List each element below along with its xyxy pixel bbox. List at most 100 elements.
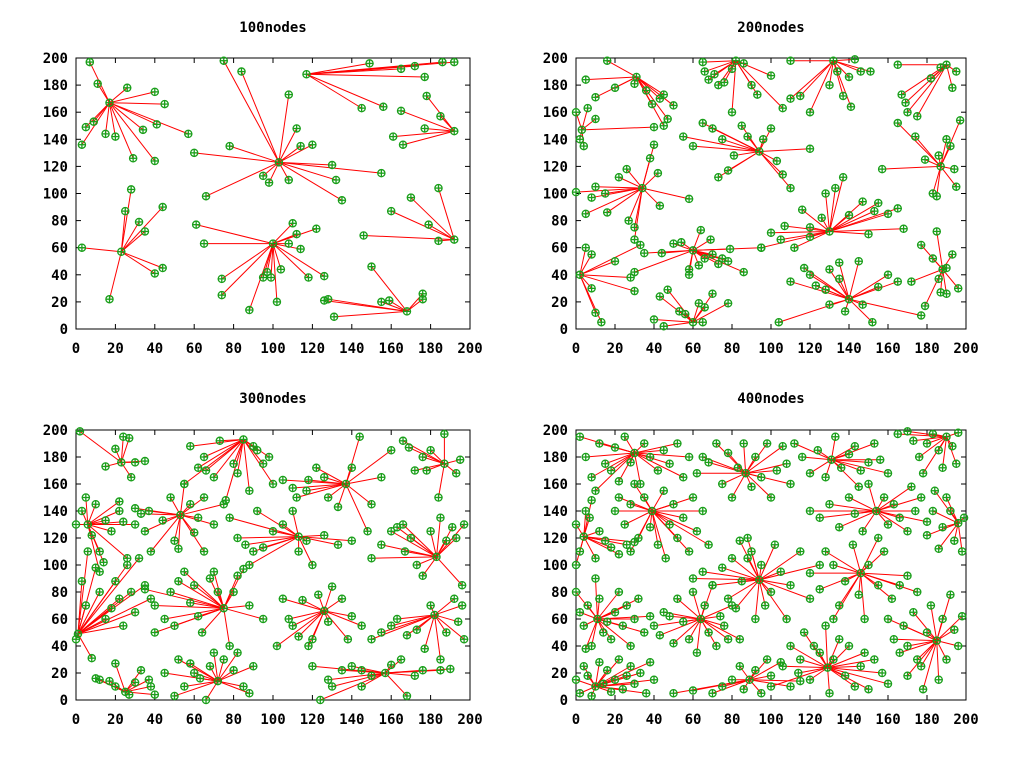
link-edge (444, 463, 457, 474)
link-edge (201, 607, 225, 633)
link-edge (430, 605, 436, 616)
link-edge (712, 679, 750, 694)
link-edge (581, 118, 596, 131)
link-edge (144, 588, 224, 609)
link-edge (739, 665, 750, 681)
link-edge (179, 483, 185, 516)
link-edge (634, 452, 641, 485)
link-edge (932, 258, 943, 270)
link-edge (916, 64, 947, 117)
link-edge (317, 594, 325, 612)
link-edge (739, 540, 760, 581)
link-edge (292, 510, 300, 537)
link-edge (323, 610, 349, 640)
link-edge (575, 524, 585, 537)
link-edge (579, 686, 596, 694)
link-edge (722, 567, 760, 581)
link-edge (790, 60, 834, 100)
link-edge (278, 94, 290, 163)
link-edge (381, 301, 408, 312)
link-edge (272, 243, 278, 302)
link-edge (121, 251, 163, 269)
link-edge (751, 551, 760, 580)
link-edge (663, 321, 694, 327)
link-edge (667, 289, 694, 323)
link-edge (436, 556, 463, 586)
chart-title: 100nodes (239, 20, 306, 36)
link-edge (581, 126, 655, 131)
link-edge (298, 536, 313, 566)
x-tick-label: 200 (953, 341, 978, 357)
link-edge (296, 483, 347, 498)
x-tick-label: 80 (225, 341, 242, 357)
link-edge (243, 439, 274, 485)
link-edge (827, 667, 889, 685)
y-tick-label: 80 (551, 214, 568, 230)
link-edge (897, 122, 942, 167)
link-edge (946, 64, 957, 72)
link-edge (829, 177, 844, 232)
link-edge (170, 591, 224, 609)
y-tick-label: 200 (43, 51, 68, 67)
y-tick-label: 200 (543, 51, 568, 67)
link-edge (229, 517, 299, 538)
link-edge (345, 483, 369, 532)
edges (75, 430, 465, 701)
link-edge (120, 221, 140, 253)
link-edge (308, 479, 346, 485)
link-edge (363, 235, 455, 241)
link-edge (722, 472, 746, 485)
link-edge (109, 102, 134, 159)
link-edge (634, 452, 670, 465)
link-edge (745, 472, 791, 485)
link-edge (263, 536, 299, 548)
y-tick-label: 60 (51, 241, 68, 257)
link-edge (876, 497, 922, 512)
link-edge (385, 672, 415, 677)
y-tick-label: 120 (43, 159, 68, 175)
link-edge (391, 614, 435, 627)
y-tick-label: 0 (560, 693, 568, 709)
link-edge (120, 189, 132, 252)
link-edge (272, 243, 282, 270)
link-edge (591, 618, 598, 647)
y-tick-label: 140 (43, 132, 68, 148)
link-edge (911, 268, 943, 283)
link-edge (272, 222, 294, 244)
link-edge (782, 665, 828, 669)
link-edge (177, 515, 181, 549)
link-edge (587, 605, 598, 620)
link-edge (722, 138, 760, 152)
link-edge (833, 564, 861, 574)
link-edge (727, 579, 760, 600)
link-edge (109, 91, 155, 104)
link-edge (712, 128, 760, 152)
link-edge (696, 618, 702, 653)
link-edge (932, 166, 942, 194)
link-edge (936, 166, 942, 197)
link-edge (434, 605, 463, 616)
link-edge (583, 510, 587, 537)
x-tick-label: 140 (339, 341, 364, 357)
link-edge (809, 274, 850, 300)
x-tick-label: 80 (724, 341, 741, 357)
link-edge (936, 594, 951, 641)
edges (575, 430, 965, 697)
link-edge (634, 452, 684, 478)
link-edge (579, 274, 592, 289)
link-edge (583, 500, 593, 537)
y-tick-label: 40 (51, 639, 68, 655)
link-edge (860, 572, 908, 577)
y-tick-label: 160 (43, 477, 68, 493)
link-edge (827, 667, 883, 674)
link-edge (759, 579, 811, 600)
link-edge (659, 618, 701, 636)
x-tick-label: 100 (758, 712, 783, 728)
link-edge (829, 269, 850, 300)
link-edge (831, 459, 861, 471)
link-edge (81, 247, 122, 253)
link-edge (848, 497, 877, 512)
link-edge (641, 144, 655, 189)
link-edge (585, 452, 635, 458)
link-edge (876, 510, 928, 523)
